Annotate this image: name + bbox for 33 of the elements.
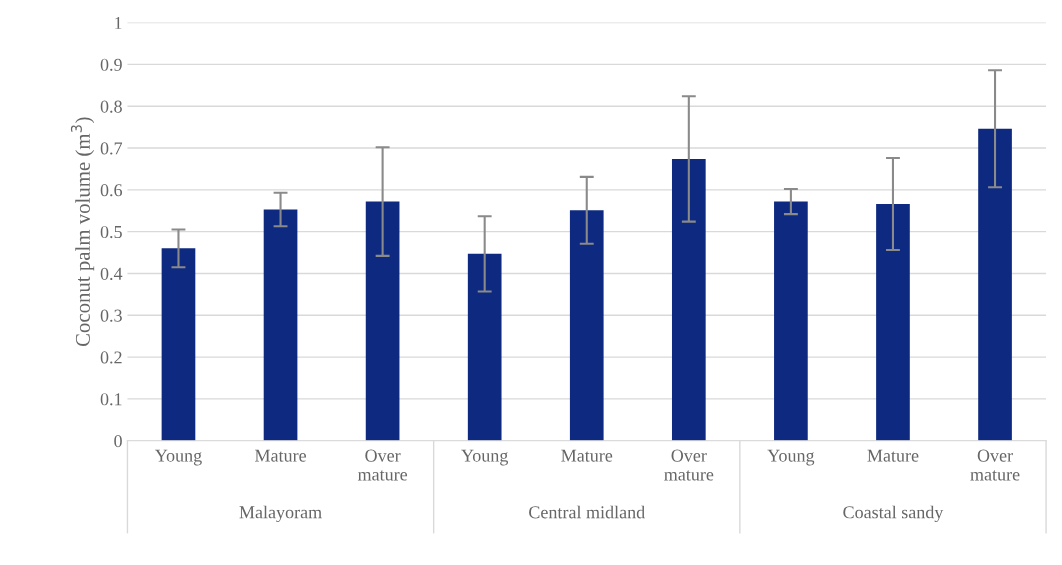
text: Central midland xyxy=(529,505,645,519)
bar xyxy=(671,158,706,441)
y-tick-label: 0.3 xyxy=(100,309,122,322)
bar xyxy=(263,209,298,441)
bar xyxy=(774,201,808,441)
y-axis-title: Coconut palm volume (m$^{3}$) xyxy=(70,117,95,347)
y-tick-label: 0 xyxy=(114,434,122,448)
y-tick-label: 0.7 xyxy=(100,142,123,155)
x-tick-label: Young xyxy=(461,449,509,466)
x-tick-label: Mature xyxy=(561,449,613,462)
bar xyxy=(978,128,1012,441)
y-tick-label: 0.2 xyxy=(100,351,122,364)
text: Malayoram xyxy=(239,505,322,523)
x-tick-label: Young xyxy=(155,449,202,466)
x-tick-label: Mature xyxy=(254,449,306,462)
y-tick-label: 0.4 xyxy=(100,267,123,280)
y-tick-label: 0.8 xyxy=(100,100,122,113)
y-tick-label: 0.9 xyxy=(100,58,122,71)
y-tick-label: 1 xyxy=(115,16,122,29)
bar xyxy=(876,204,910,441)
y-tick-label: 0.5 xyxy=(100,225,122,239)
x-tick-label: Over mature xyxy=(970,449,1020,481)
y-tick-label: 0.6 xyxy=(100,184,123,197)
bar xyxy=(365,201,400,441)
y-tick-label: 0.1 xyxy=(100,393,122,406)
x-tick-label: Mature xyxy=(867,449,919,462)
bar xyxy=(161,248,196,441)
x-tick-label: Young xyxy=(767,449,815,466)
x-tick-label: Over mature xyxy=(664,449,714,481)
bar xyxy=(467,253,502,441)
x-tick-label: Over mature xyxy=(357,449,408,481)
bar xyxy=(569,210,604,441)
text: Coastal sandy xyxy=(843,505,944,523)
